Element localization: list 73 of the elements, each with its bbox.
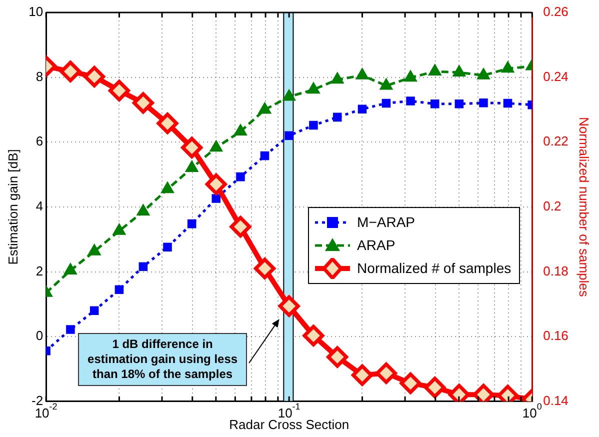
point	[424, 376, 446, 398]
point	[60, 60, 82, 82]
point	[114, 285, 124, 294]
point	[210, 140, 223, 152]
point	[187, 219, 196, 228]
point	[428, 64, 442, 76]
point	[66, 325, 75, 334]
y2-tick-label: 0.26	[543, 4, 568, 20]
point	[108, 80, 130, 102]
point	[351, 364, 373, 386]
point	[185, 160, 198, 172]
y2-tick-label: 0.22	[543, 134, 568, 149]
point	[278, 295, 300, 317]
point	[326, 346, 348, 368]
point	[400, 372, 422, 394]
point	[404, 70, 418, 82]
y2-tick-label: 0.18	[543, 263, 568, 278]
legend-label: M−ARAP	[357, 214, 416, 230]
point	[332, 112, 342, 122]
y-axis-title: Estimation gain [dB]	[5, 149, 20, 265]
point	[163, 242, 172, 252]
point	[358, 104, 367, 114]
point	[260, 151, 270, 160]
point	[503, 98, 512, 108]
point	[479, 98, 488, 108]
point	[375, 362, 397, 384]
point	[501, 61, 514, 73]
y-tick-label: 2	[36, 263, 44, 278]
point	[356, 68, 369, 80]
y-tick-label: 4	[36, 198, 44, 214]
point	[430, 100, 440, 108]
point	[282, 89, 296, 101]
point	[132, 92, 154, 114]
point	[382, 98, 391, 108]
y2-tick-label: 0.2	[543, 198, 562, 214]
point	[476, 68, 490, 80]
point	[254, 258, 276, 280]
point	[181, 136, 203, 158]
point	[309, 120, 318, 130]
point	[136, 204, 150, 216]
y-tick-label: 6	[36, 134, 44, 149]
point	[88, 244, 101, 256]
point	[236, 172, 245, 182]
point	[306, 82, 320, 94]
y2-tick-label: 0.14	[543, 392, 568, 408]
point	[258, 102, 272, 114]
point	[284, 131, 294, 140]
y2-axis-title: Normalized number of samples	[576, 116, 592, 298]
y-tick-label: 0	[36, 328, 44, 344]
point	[302, 324, 324, 346]
point	[84, 66, 106, 88]
point	[90, 306, 99, 316]
y-tick-label: 10	[28, 4, 44, 20]
y2-tick-label: 0.16	[543, 328, 568, 344]
point	[406, 96, 415, 106]
point	[380, 78, 393, 90]
point	[212, 194, 221, 203]
y2-tick-label: 0.24	[543, 68, 568, 84]
point	[160, 182, 174, 194]
point	[330, 72, 344, 84]
annotation: 1 dB difference in estimation gain using less than 18% of the samples	[78, 333, 248, 386]
point	[230, 216, 252, 238]
legend-label: ARAP	[357, 237, 396, 254]
point	[112, 223, 126, 235]
y-tick-label: 8	[36, 68, 44, 84]
point	[156, 112, 178, 134]
legend-label: Normalized # of samples	[357, 260, 512, 276]
point	[138, 262, 148, 271]
point	[234, 124, 248, 136]
x-axis-title: Radar Cross Section	[229, 416, 350, 432]
point	[454, 100, 464, 108]
point	[452, 64, 466, 76]
point	[205, 174, 227, 196]
